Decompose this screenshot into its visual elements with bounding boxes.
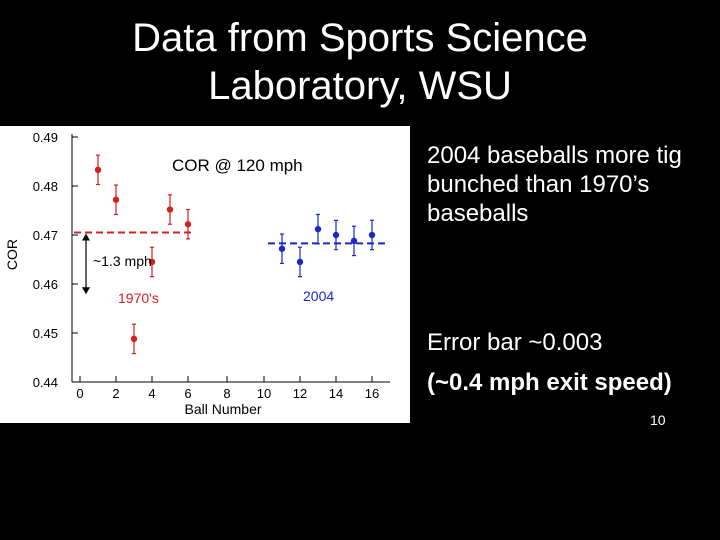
slide-title: Data from Sports Science Laboratory, WSU [60,14,660,110]
label-2004: 2004 [303,288,334,304]
data-point [130,335,138,343]
data-point [112,196,120,203]
bullet-1-line-2: bunched than 1970’s [427,171,650,198]
gap-annotation: ~1.3 mph [93,253,152,269]
label-1970s: 1970's [118,290,159,306]
y-tick-label: 0.48 [33,179,58,194]
bullet-exit-speed: (~0.4 mph exit speed) [427,368,672,397]
bullet-error-bar: Error bar ~0.003 [427,328,602,357]
data-point [278,245,286,252]
x-tick-label: 0 [76,386,83,401]
y-tick-label: 0.44 [33,375,58,390]
slide-title-line-1: Data from Sports Science [132,16,588,60]
data-point [368,231,376,239]
y-tick-label: 0.46 [33,277,58,292]
x-axis-title: Ball Number [184,401,261,417]
data-point [296,258,304,266]
x-tick-label: 6 [184,386,191,401]
data-point [166,206,174,213]
x-tick-label: 4 [148,386,155,401]
data-point [94,166,102,174]
chart-title: COR @ 120 mph [172,156,303,175]
y-tick-label: 0.45 [33,326,58,341]
y-tick-label: 0.47 [33,228,58,243]
bullet-1-line-1: 2004 baseballs more tig [427,142,682,169]
bullet-3-line-1: (~0.4 mph exit speed) [427,369,672,396]
gap-arrow-head-up [82,233,90,241]
data-point [314,225,322,233]
x-tick-label: 10 [257,386,271,401]
bullet-2-line-1: Error bar ~0.003 [427,329,603,356]
data-point [148,258,156,266]
chart-panel: 0.49 0.48 0.47 0.46 0.45 0.44 0 2 4 6 8 10 12 14 16 Bal… [0,126,410,423]
data-point [184,221,192,228]
bullet-1-line-3: baseballs [427,200,529,227]
slide-number: 10 [650,412,666,428]
x-tick-label: 2 [112,386,119,401]
x-tick-label: 8 [223,386,230,401]
cor-chart: 0.49 0.48 0.47 0.46 0.45 0.44 0 2 4 6 8 10 12 14 16 Bal… [4,130,390,417]
x-tick-label: 12 [293,386,307,401]
y-axis-title: COR [4,239,20,270]
bullet-tight-bunching: 2004 baseballs more tig bunched than 197… [427,141,720,228]
gap-arrow-head-down [82,287,90,295]
x-tick-label: 16 [365,386,379,401]
data-point [350,237,358,245]
slide-title-line-2: Laboratory, WSU [208,64,512,108]
data-point [332,231,340,239]
y-tick-label: 0.49 [33,130,58,145]
x-tick-label: 14 [329,386,343,401]
